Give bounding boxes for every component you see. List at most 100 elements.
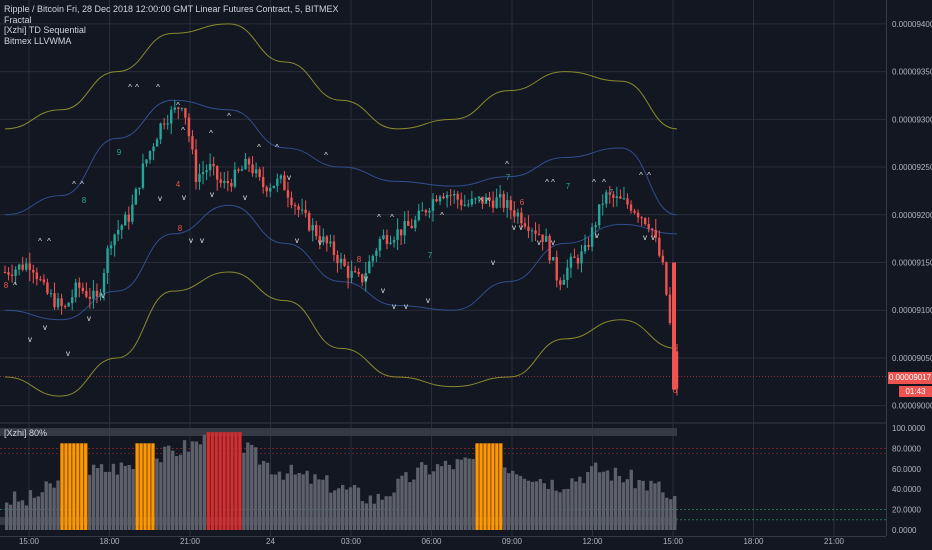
band-outer-lower — [4, 271, 678, 397]
candle-body — [124, 214, 127, 226]
fractal-down-marker: v — [537, 238, 541, 247]
fractal-up-marker: ^ — [47, 237, 51, 246]
candle-body — [385, 235, 389, 244]
candle-body — [212, 163, 215, 166]
osc-bar — [392, 492, 396, 530]
time-tick-label: 15:00 — [19, 537, 40, 546]
candle-body — [166, 123, 169, 125]
candle-body — [148, 151, 152, 160]
candle-body — [357, 271, 360, 275]
price-tick-label: 0.00009000 — [892, 402, 932, 411]
candle-body — [21, 264, 24, 270]
candle-body — [470, 198, 474, 205]
osc-bar — [88, 474, 92, 530]
osc-bar — [84, 443, 88, 530]
fractal-down-marker: v — [243, 193, 247, 202]
candle-body — [322, 236, 325, 243]
osc-bar — [633, 488, 637, 530]
td-count-buy: 7 — [506, 173, 511, 182]
fractal-down-marker: v — [404, 302, 408, 311]
candle-body — [244, 158, 247, 170]
osc-bar — [325, 475, 329, 530]
osc-tick-label: 0.0000 — [892, 526, 917, 535]
osc-bar — [269, 474, 274, 530]
candle-body — [74, 282, 77, 298]
oscillator-label[interactable]: [Xzhi] 80% — [4, 428, 48, 438]
candle-body — [49, 293, 53, 295]
candle-body — [134, 189, 138, 205]
fractal-up-marker: ^ — [275, 143, 279, 152]
osc-bar — [514, 474, 519, 530]
candle-body — [343, 258, 346, 266]
fractal-down-marker: v — [491, 258, 495, 267]
osc-bar — [412, 479, 416, 530]
candle-body — [85, 290, 88, 297]
candle-body — [484, 197, 488, 204]
candle-body — [608, 192, 611, 195]
fractal-down-marker: v — [318, 238, 322, 247]
candle-body — [378, 238, 382, 251]
osc-bar — [586, 472, 590, 530]
fractal-up-marker: ^ — [551, 178, 555, 187]
candle-body — [502, 194, 505, 208]
candle-body — [265, 187, 268, 192]
osc-bar — [673, 496, 677, 530]
candle-body — [594, 225, 597, 228]
fractal-up-marker: ^ — [440, 211, 444, 220]
candle-body — [661, 255, 665, 263]
osc-bar — [8, 504, 13, 530]
osc-bar — [115, 474, 120, 530]
fractal-down-marker: v — [295, 236, 299, 245]
osc-bar — [451, 469, 456, 530]
band-outer-upper — [4, 23, 678, 130]
candle-body — [438, 196, 442, 202]
candle-body — [481, 196, 484, 204]
osc-bar — [400, 475, 404, 530]
candle-body — [318, 236, 321, 243]
candle-body — [445, 194, 449, 199]
time-tick-label: 12:00 — [582, 537, 603, 546]
fractal-up-marker: ^ — [647, 171, 651, 180]
fractal-up-marker: ^ — [80, 180, 84, 189]
osc-bar — [467, 458, 471, 530]
td-count-buy: 9 — [117, 148, 122, 157]
candle-body — [272, 185, 275, 188]
candle-body — [120, 225, 123, 230]
osc-bar — [40, 492, 44, 530]
osc-bar — [12, 491, 17, 530]
candle-body — [389, 242, 392, 244]
osc-bar — [487, 443, 491, 530]
candle-body — [7, 272, 10, 275]
td-count-buy: 8 — [82, 196, 87, 205]
candle-body — [569, 256, 573, 268]
candle-body — [449, 194, 452, 196]
candle-body — [534, 230, 537, 234]
osc-bar — [56, 480, 60, 530]
osc-bar — [356, 487, 361, 530]
osc-bar — [321, 479, 325, 530]
fractal-down-marker: v — [392, 302, 396, 311]
candle-body — [633, 210, 636, 213]
price-tick-label: 0.00009300 — [892, 115, 932, 124]
osc-bar — [404, 472, 408, 530]
fractal-up-marker: ^ — [128, 83, 132, 92]
candle-body — [576, 257, 580, 264]
candle-body — [668, 294, 672, 324]
candle-body — [159, 123, 162, 140]
fractal-down-marker: v — [158, 194, 162, 203]
osc-bar — [653, 483, 657, 530]
candle-body — [368, 261, 371, 274]
osc-bar — [68, 443, 72, 530]
osc-bar — [416, 467, 420, 530]
candle-body — [587, 245, 590, 247]
osc-bar — [127, 465, 131, 530]
candle-body — [332, 241, 336, 255]
td-count-sell: 6 — [520, 198, 525, 207]
fractal-down-marker: v — [426, 296, 430, 305]
osc-bar — [420, 462, 424, 530]
candle-body — [233, 169, 237, 187]
osc-bar — [210, 432, 214, 530]
candle-body — [407, 221, 410, 226]
candle-body — [102, 273, 106, 293]
